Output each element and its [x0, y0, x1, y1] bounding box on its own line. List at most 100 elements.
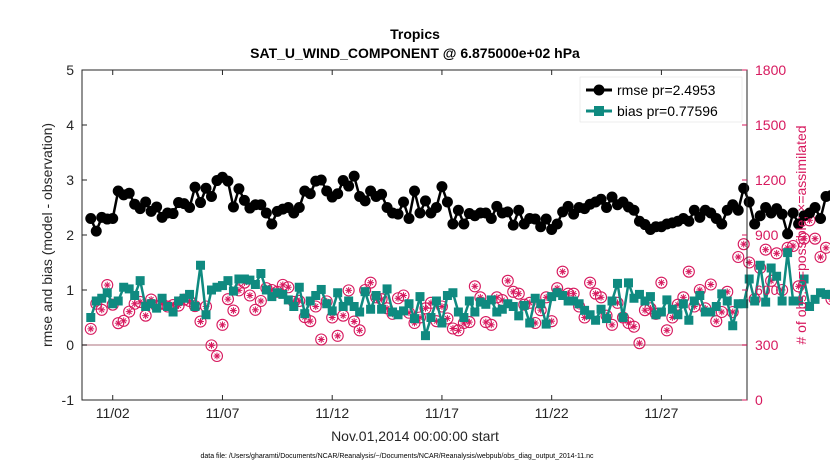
bias-point: [382, 284, 392, 294]
bias-point: [728, 321, 738, 331]
obs-assimilated-stroke: [636, 340, 643, 346]
obs-assimilated-marker: [647, 304, 654, 312]
obs-assimilated-stroke: [400, 292, 407, 299]
bias-point: [634, 289, 644, 299]
obs-assimilated-marker: [762, 246, 770, 254]
obs-assimilated-marker: [142, 312, 150, 320]
obs-possible-marker: [556, 265, 569, 278]
obs-assimilated-stroke: [307, 318, 313, 324]
obs-assimilated-stroke: [395, 295, 401, 301]
rmse-point: [606, 191, 618, 203]
bias-point: [338, 302, 348, 311]
obs-assimilated-marker: [339, 312, 347, 320]
bias-point: [141, 302, 151, 311]
obs-assimilated-marker: [800, 235, 808, 243]
obs-assimilated-stroke: [559, 268, 566, 275]
chart-title: Tropics: [390, 26, 440, 42]
bias-point: [816, 288, 826, 298]
bias-point: [426, 313, 436, 322]
bias-point: [174, 296, 184, 306]
obs-possible-marker: [660, 324, 673, 337]
rmse-point: [447, 218, 459, 230]
obs-assimilated-marker: [98, 306, 106, 314]
obs-assimilated-marker: [487, 321, 495, 329]
obs-assimilated-stroke: [247, 292, 253, 299]
rmse-point: [238, 194, 250, 206]
obs-possible-marker: [353, 324, 366, 337]
rmse-point: [293, 202, 305, 213]
bias-point: [475, 297, 485, 307]
obs-possible-marker: [732, 250, 745, 264]
bias-point: [629, 293, 639, 303]
obs-assimilated-marker: [131, 300, 139, 308]
rmse-point: [332, 188, 344, 200]
bias-point: [547, 292, 557, 302]
obs-possible-marker: [743, 256, 756, 269]
legend: rmse pr=2.4953 bias pr=0.77596: [579, 76, 743, 123]
obs-possible-marker: [249, 303, 262, 316]
bias-point: [525, 318, 535, 328]
rmse-point: [205, 191, 217, 202]
bias-point: [239, 274, 249, 284]
obs-possible-marker: [84, 322, 97, 335]
rmse-point: [787, 207, 799, 219]
obs-assimilated-marker: [663, 326, 671, 334]
obs-assimilated-stroke: [817, 254, 824, 260]
obs-assimilated-stroke: [208, 342, 215, 349]
bias-point: [585, 310, 595, 320]
y-axis-left-label: rmse and bias (model - observation): [39, 123, 55, 347]
bias-point: [558, 291, 568, 300]
bias-point: [580, 305, 590, 315]
rmse-point: [436, 181, 448, 193]
obs-possible-marker: [770, 247, 783, 260]
obs-assimilated-marker: [570, 290, 578, 298]
bias-point: [300, 309, 310, 319]
obs-assimilated-marker: [317, 336, 325, 343]
bias-point: [305, 296, 315, 306]
obs-possible-marker: [331, 329, 344, 342]
obs-possible-marker: [95, 303, 108, 316]
bias-point: [278, 289, 288, 299]
bias-point: [766, 263, 776, 273]
bias-point: [552, 288, 562, 298]
bias-point: [294, 282, 304, 292]
bias-point: [453, 307, 463, 317]
obs-assimilated-stroke: [252, 307, 259, 313]
rmse-series-layer: [85, 170, 830, 240]
obs-assimilated-stroke: [790, 243, 796, 249]
rmse-point: [414, 207, 426, 219]
rmse-point: [90, 225, 102, 237]
obs-assimilated-stroke: [592, 290, 599, 297]
obs-assimilated-stroke: [762, 246, 769, 253]
obs-assimilated-marker: [350, 318, 358, 325]
bias-point: [613, 278, 623, 288]
bias-point: [152, 303, 162, 313]
rmse-point: [260, 207, 272, 219]
bias-point: [794, 296, 804, 306]
rmse-point: [151, 201, 163, 213]
bias-point: [212, 282, 222, 292]
rmse-point: [255, 199, 267, 211]
bias-point: [388, 307, 398, 317]
bias-point: [333, 288, 343, 298]
rmse-point: [529, 213, 541, 225]
bias-point: [344, 296, 354, 306]
obs-assimilated-marker: [306, 317, 314, 325]
bias-point: [420, 331, 430, 341]
rmse-point: [507, 219, 519, 231]
legend-bias-marker: [594, 106, 604, 116]
obs-assimilated-marker: [822, 244, 830, 252]
bias-point: [805, 302, 815, 311]
rmse-point: [85, 213, 97, 224]
obs-assimilated-stroke: [735, 254, 741, 260]
bias-point: [459, 313, 469, 322]
obs-assimilated-stroke: [120, 318, 127, 324]
obs-assimilated-marker: [454, 326, 462, 334]
obs-assimilated-marker: [125, 308, 133, 316]
obs-assimilated-marker: [658, 279, 665, 287]
bias-point: [486, 295, 496, 305]
bias-point: [217, 281, 227, 291]
bias-point: [119, 282, 129, 292]
obs-assimilated-stroke: [510, 289, 516, 295]
obs-possible-marker: [210, 349, 224, 363]
